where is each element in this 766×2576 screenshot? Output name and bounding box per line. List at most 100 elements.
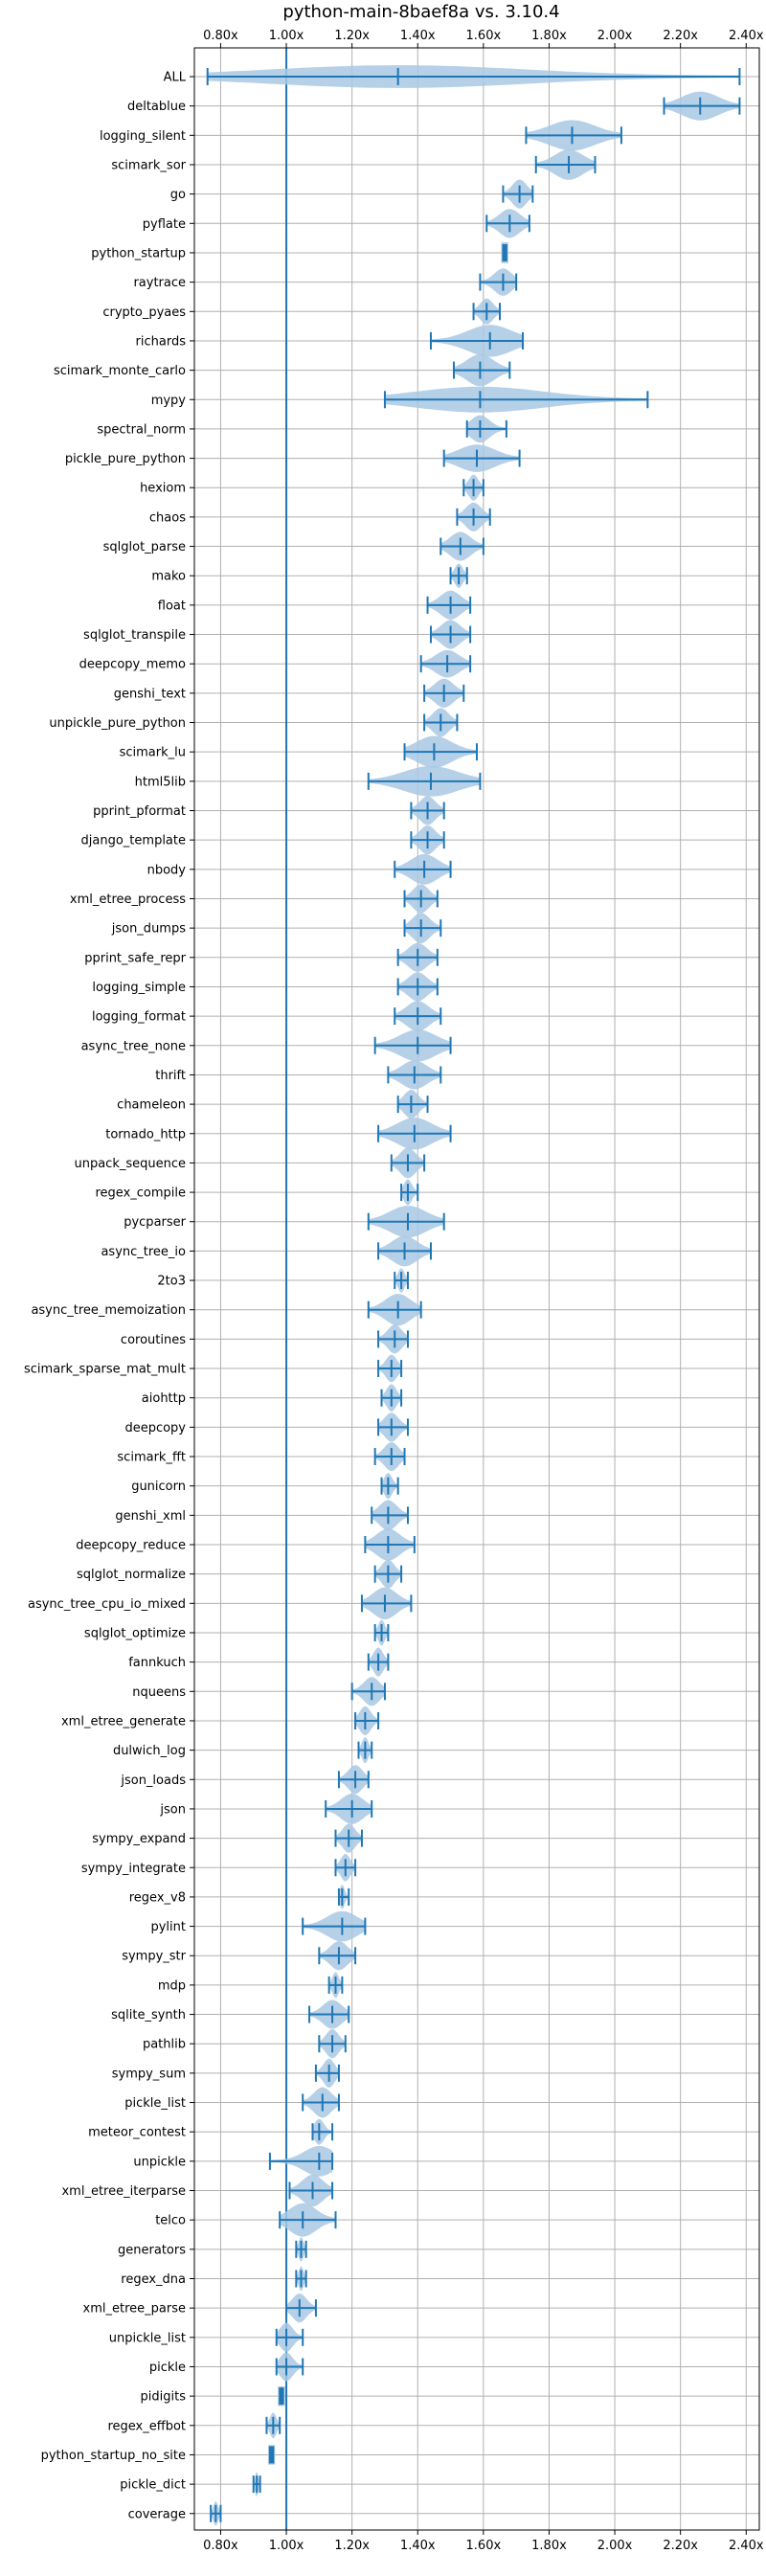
benchmark-label: unpickle (133, 2155, 186, 2169)
violin-spectral_norm (465, 415, 507, 443)
x-tick-label-top: 2.20x (663, 29, 698, 43)
violin-fannkuch (367, 1647, 390, 1677)
x-tick-label-bottom: 1.60x (466, 2539, 502, 2553)
x-tick-label-top: 1.40x (400, 29, 436, 43)
benchmark-label: nbody (147, 863, 187, 877)
benchmark-label: meteor_contest (88, 2126, 186, 2140)
violin-html5lib (367, 766, 482, 797)
violin-sympy_sum (314, 2058, 340, 2088)
violin-float (426, 590, 472, 620)
benchmark-label: deepcopy (124, 1421, 186, 1435)
benchmark-label: scimark_fft (117, 1451, 186, 1465)
benchmark-label: raytrace (133, 276, 186, 290)
benchmark-label: genshi_text (114, 687, 186, 701)
violin-logging_format (394, 1001, 442, 1031)
benchmark-label: scimark_monte_carlo (54, 364, 186, 378)
benchmark-label: json (159, 1802, 186, 1817)
violin-telco (279, 2203, 337, 2237)
benchmark-label: async_tree_memoization (31, 1303, 186, 1318)
violin-nqueens (350, 1677, 386, 1706)
benchmark-label: pathlib (143, 2038, 186, 2052)
x-tick-label-bottom: 0.80x (203, 2539, 238, 2553)
benchmark-label: coroutines (121, 1333, 186, 1347)
benchmark-label: deltablue (127, 100, 186, 114)
violin-coverage (210, 2501, 222, 2526)
chart-title: python-main-8baef8a vs. 3.10.4 (282, 2, 559, 22)
benchmark-label: async_tree_cpu_io_mixed (28, 1597, 186, 1612)
benchmark-label: sqlglot_parse (103, 540, 186, 554)
violin-sympy_str (318, 1941, 357, 1971)
benchmark-label: xml_etree_iterparse (61, 2184, 186, 2199)
benchmark-label: logging_silent (100, 129, 186, 144)
violin-deltablue (663, 91, 741, 121)
benchmark-label: xml_etree_process (70, 893, 186, 907)
violin-logging_silent (525, 120, 622, 151)
benchmark-label: go (170, 188, 186, 202)
benchmark-label: unpack_sequence (74, 1157, 186, 1171)
benchmark-label: genshi_xml (115, 1509, 186, 1524)
x-tick-label-bottom: 1.80x (531, 2539, 567, 2553)
benchmark-label: hexiom (140, 482, 186, 496)
violin-chameleon (396, 1090, 429, 1119)
violin-async_tree_cpu_io_mixed (360, 1587, 413, 1619)
benchmark-label: regex_compile (95, 1186, 186, 1201)
plot-frame (193, 47, 760, 2531)
violin-xml_etree_generate (354, 1706, 380, 1736)
benchmark-label: sqlglot_optimize (84, 1626, 186, 1640)
benchmark-label: pprint_safe_repr (84, 951, 186, 965)
violin-unpack_sequence (390, 1147, 426, 1179)
violin-async_tree_none (373, 1029, 452, 1062)
benchmark-label: chaos (149, 510, 186, 525)
violin-unpickle_list (275, 2322, 304, 2352)
benchmark-label: scimark_sparse_mat_mult (24, 1363, 186, 1377)
axis-layer: 0.80x 0.80x 1.00x 1.00x 1.20x 1.20x 1.40x 1.40x… (24, 29, 764, 2553)
benchmark-label: mako (151, 570, 186, 584)
violin-nbody (394, 853, 452, 885)
benchmark-label: pickle_dict (120, 2478, 186, 2493)
violin-go (502, 179, 534, 209)
violin-pylint (302, 1910, 367, 1942)
violin-scimark_lu (403, 735, 478, 768)
benchmark-label: pyflate (143, 217, 186, 232)
benchmark-label: logging_simple (92, 981, 186, 995)
benchmark-label: logging_format (92, 1010, 186, 1025)
benchmark-label: django_template (81, 834, 186, 848)
violin-scimark_fft (373, 1441, 406, 1472)
violin-generators (295, 2237, 307, 2262)
benchmark-label: tornado_http (105, 1127, 186, 1141)
violin-mdp (327, 1972, 344, 1999)
benchmark-label: sympy_sum (112, 2067, 186, 2081)
violin-pathlib (318, 2029, 347, 2059)
x-tick-label-bottom: 1.00x (269, 2539, 304, 2553)
benchmark-label: richards (136, 334, 187, 349)
violin-sqlglot_parse (439, 531, 484, 561)
violin-async_tree_io (377, 1235, 432, 1267)
violin-scimark_monte_carlo (452, 353, 511, 387)
violin-meteor_contest (311, 2118, 334, 2145)
violin-async_tree_memoization (367, 1294, 422, 1326)
benchmark-label: aiohttp (142, 1391, 186, 1406)
x-tick-label-bottom: 2.20x (663, 2539, 698, 2553)
violin-ALL (206, 65, 741, 88)
benchmark-label: chameleon (117, 1098, 186, 1113)
benchmark-label: sympy_integrate (81, 1862, 186, 1876)
violin-hexiom (462, 474, 484, 501)
violin-regex_v8 (337, 1885, 350, 1909)
benchmark-label: generators (118, 2243, 186, 2257)
violin-coroutines (377, 1324, 409, 1354)
benchmark-label: sympy_str (122, 1950, 186, 1964)
benchmark-label: pidigits (141, 2390, 187, 2405)
violin-crypto_pyaes (472, 298, 502, 325)
benchmark-label: pickle (149, 2361, 186, 2375)
x-tick-label-bottom: 1.40x (400, 2539, 436, 2553)
benchmark-label: pycparser (124, 1215, 186, 1230)
benchmark-label: float (158, 599, 186, 613)
violin-logging_simple (396, 972, 439, 1002)
violin-json_dumps (403, 913, 442, 943)
violin-mako (449, 563, 468, 588)
benchmark-label: nqueens (132, 1685, 186, 1700)
benchmark-label: dulwich_log (113, 1744, 186, 1758)
x-tick-label-bottom: 1.20x (334, 2539, 370, 2553)
violin-sqlite_synth (308, 2000, 350, 2029)
benchmark-label: python_startup_no_site (41, 2449, 186, 2463)
